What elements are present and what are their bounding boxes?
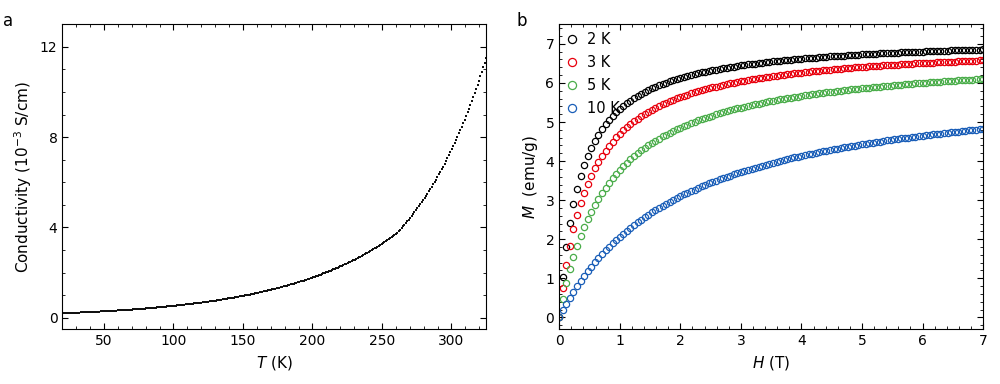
3 K — [963, 59, 975, 63]
2 K — [888, 50, 900, 55]
2 K — [788, 57, 800, 61]
10 K — [553, 315, 565, 319]
3 K — [667, 98, 679, 102]
2 K — [963, 48, 975, 52]
5 K — [888, 83, 900, 88]
3 K — [888, 63, 900, 67]
3 K — [642, 109, 654, 114]
5 K — [977, 77, 989, 81]
X-axis label: $T$ (K): $T$ (K) — [256, 354, 293, 371]
5 K — [642, 143, 654, 147]
Y-axis label: Conductivity (10$^{-3}$ S/cm): Conductivity (10$^{-3}$ S/cm) — [12, 81, 34, 273]
2 K — [553, 315, 565, 319]
5 K — [553, 315, 565, 319]
5 K — [788, 95, 800, 99]
Text: a: a — [3, 12, 13, 30]
Line: 2 K: 2 K — [556, 46, 986, 321]
Line: 10 K: 10 K — [556, 126, 986, 321]
3 K — [977, 58, 989, 63]
3 K — [788, 71, 800, 76]
3 K — [845, 66, 857, 70]
Legend: 2 K, 3 K, 5 K, 10 K: 2 K, 3 K, 5 K, 10 K — [564, 29, 623, 119]
5 K — [667, 129, 679, 133]
X-axis label: $H$ (T): $H$ (T) — [752, 354, 790, 371]
5 K — [845, 87, 857, 92]
2 K — [642, 88, 654, 93]
5 K — [963, 78, 975, 82]
2 K — [667, 78, 679, 83]
2 K — [977, 47, 989, 52]
10 K — [977, 127, 989, 131]
10 K — [788, 155, 800, 160]
2 K — [845, 53, 857, 57]
10 K — [963, 128, 975, 133]
Text: b: b — [517, 12, 527, 30]
Y-axis label: $M$  (emu/g): $M$ (emu/g) — [521, 135, 540, 219]
Line: 5 K: 5 K — [556, 76, 986, 321]
10 K — [845, 144, 857, 149]
10 K — [642, 212, 654, 217]
3 K — [553, 315, 565, 319]
10 K — [667, 198, 679, 202]
Line: 3 K: 3 K — [556, 57, 986, 321]
10 K — [888, 137, 900, 142]
